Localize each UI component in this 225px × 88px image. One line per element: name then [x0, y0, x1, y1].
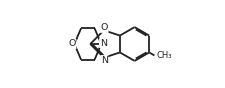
Text: O: O: [69, 40, 76, 48]
Text: O: O: [101, 23, 108, 32]
Text: N: N: [101, 56, 108, 65]
Text: N: N: [100, 39, 107, 48]
Text: CH₃: CH₃: [156, 51, 171, 60]
